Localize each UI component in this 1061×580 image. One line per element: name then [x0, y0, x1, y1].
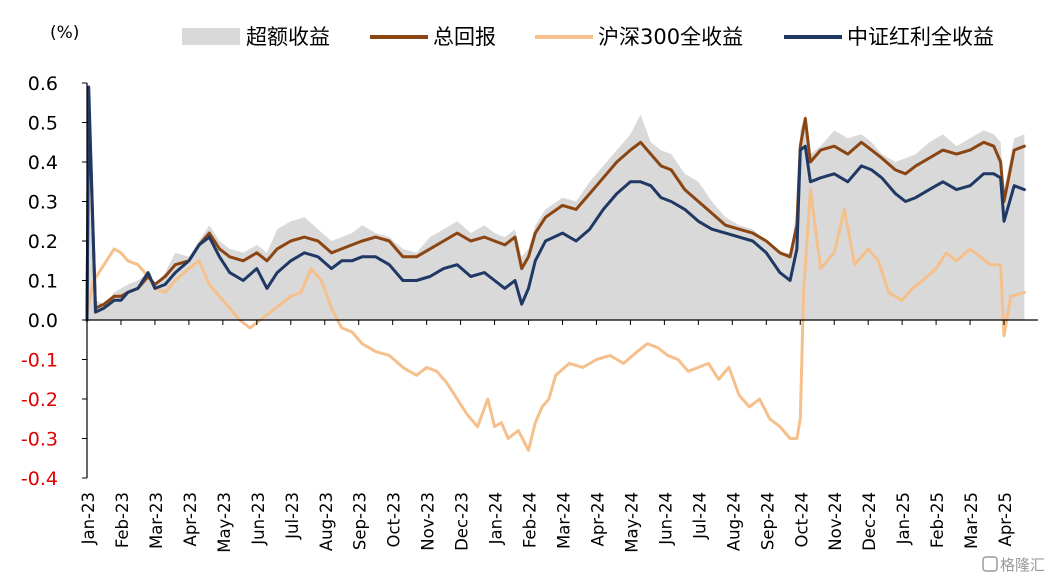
x-tick-label: Feb-24	[521, 492, 540, 548]
unit-label: (%)	[50, 23, 79, 43]
series-line-total-return	[85, 97, 1026, 322]
x-tick-label: Feb-25	[928, 492, 947, 548]
x-tick-label: Jun-23	[249, 492, 268, 546]
legend-label-dividend: 中证红利全收益	[847, 25, 994, 49]
x-tick-label: Jul-24	[690, 492, 709, 540]
x-tick-label: Mar-23	[147, 492, 166, 549]
y-tick-label: 0.0	[28, 310, 58, 332]
y-tick-label: -0.1	[21, 350, 58, 372]
x-tick-label: Apr-24	[588, 492, 607, 546]
x-tick-label: Mar-24	[555, 492, 574, 549]
x-tick-label: Aug-24	[724, 492, 743, 551]
series-line-layer	[85, 85, 1026, 452]
x-tick-label: Feb-23	[113, 492, 132, 548]
x-tick-label: May-24	[622, 492, 641, 553]
x-tick-label: May-23	[215, 492, 234, 553]
x-tick-label: Dec-24	[860, 492, 879, 551]
x-tick-label: Nov-23	[419, 492, 438, 551]
y-tick-label: -0.2	[21, 389, 58, 411]
y-tick-label: 0.1	[28, 271, 58, 293]
legend: 超额收益 总回报 沪深300全收益 中证红利全收益	[182, 25, 994, 49]
x-tick-label: Oct-24	[792, 492, 811, 547]
y-tick-label: 0.4	[28, 152, 58, 174]
x-tick-label: Apr-25	[996, 492, 1015, 546]
y-tick-label: -0.4	[21, 468, 58, 490]
y-tick-label: 0.3	[28, 192, 58, 214]
x-tick-label: Sep-23	[351, 492, 370, 550]
x-tick-label: Mar-25	[962, 492, 981, 549]
x-tick-label: Nov-24	[826, 492, 845, 551]
watermark: 格隆汇	[982, 556, 1045, 574]
watermark-text: 格隆汇	[1000, 556, 1045, 574]
x-tick-label: Jun-24	[656, 492, 675, 546]
y-tick-labels: 0.6 0.5 0.4 0.3 0.2 0.1 0.0 -0.1 -0.2 -0.3 -0.4	[21, 73, 87, 490]
x-tick-label: Sep-24	[758, 492, 777, 550]
legend-label-hs300: 沪深300全收益	[598, 25, 743, 49]
y-tick-label: 0.6	[28, 73, 58, 95]
x-tick-label: Aug-23	[317, 492, 336, 551]
legend-label-total: 总回报	[433, 25, 496, 49]
x-tick-label: Dec-23	[453, 492, 472, 551]
y-tick-label: -0.3	[21, 429, 58, 451]
x-tick-label: Apr-23	[181, 492, 200, 546]
x-tick-labels: Jan-23 Feb-23 Mar-23 Apr-23 May-23 Jun-23 Jul-…	[79, 320, 1015, 553]
legend-label-excess: 超额收益	[246, 25, 330, 49]
legend-swatch-excess	[182, 28, 240, 45]
series-line-csi-dividend	[85, 85, 1026, 322]
watermark-logo-icon	[982, 556, 998, 572]
x-tick-label: Jan-24	[487, 492, 506, 545]
x-tick-label: Jul-23	[283, 492, 302, 540]
x-tick-label: Jan-23	[79, 492, 98, 545]
y-tick-label: 0.5	[28, 113, 58, 135]
series-line-hs300	[85, 188, 1026, 452]
y-tick-label: 0.2	[28, 231, 58, 253]
x-tick-label: Oct-23	[385, 492, 404, 547]
x-tick-label: Jan-25	[894, 492, 913, 545]
